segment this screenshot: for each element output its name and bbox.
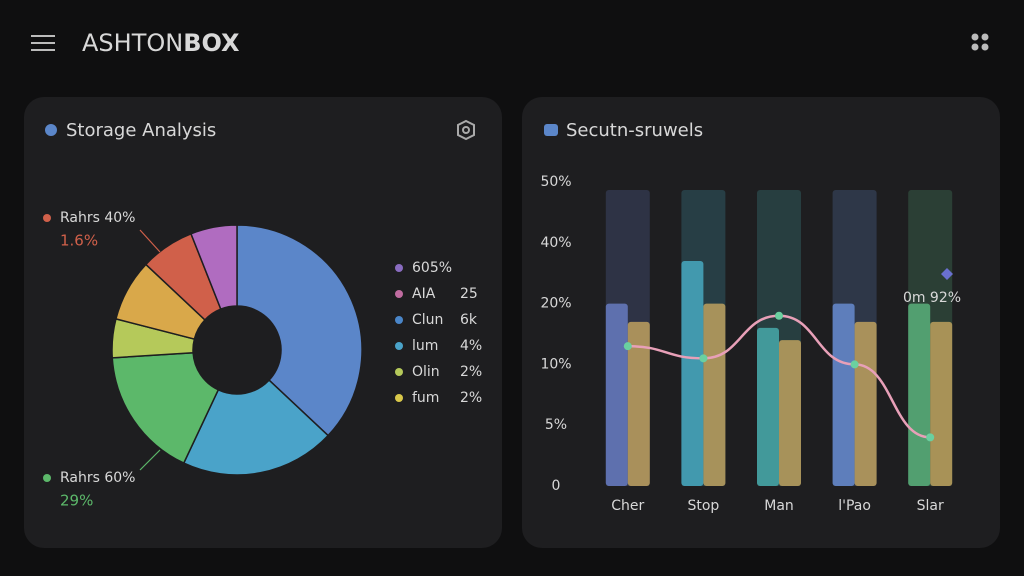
bar (703, 303, 726, 486)
bar (930, 321, 953, 486)
annotation-label: Rahrs 40% (60, 210, 136, 226)
pie-slice (111, 351, 220, 465)
bar (832, 303, 855, 486)
x-tick-label: Man (764, 498, 794, 514)
bar (681, 261, 704, 486)
dot (981, 43, 989, 51)
panel (24, 97, 502, 548)
bar (854, 321, 877, 486)
legend-label: 605% (412, 260, 452, 276)
bar (779, 340, 801, 486)
legend-label: fum (412, 390, 439, 406)
line-point (699, 354, 708, 363)
brand: ASHTONBOX (82, 29, 240, 57)
y-tick-label: 0 (552, 478, 561, 494)
line-point (775, 311, 783, 320)
settings-button[interactable] (457, 119, 475, 141)
legend-label: Clun (412, 312, 443, 328)
legend-value: 2% (460, 364, 482, 380)
annotation-dot (43, 474, 51, 482)
bar (605, 303, 628, 486)
legend-swatch (395, 264, 403, 272)
x-tick-label: l'Pao (838, 498, 871, 514)
brand-light: ASHTON (82, 29, 183, 57)
legend-value: 6k (460, 312, 478, 328)
annotation-label: Rahrs 60% (60, 470, 136, 486)
legend-swatch (395, 316, 403, 324)
brand-bold: BOX (183, 29, 240, 57)
apps-button[interactable] (971, 33, 989, 51)
legend-label: lum (412, 338, 438, 354)
legend-value: 2% (460, 390, 482, 406)
x-tick-label: Cher (611, 498, 644, 514)
y-tick-label: 50% (540, 174, 571, 190)
bar (627, 321, 650, 486)
annotation-value: 1.6% (60, 232, 98, 250)
annotation: 0m 92% (903, 290, 961, 306)
gear (457, 119, 475, 141)
annotation-value: 29% (60, 492, 93, 510)
legend-label: AIA (412, 286, 436, 302)
line-point (623, 342, 632, 351)
legend-value: 4% (460, 338, 482, 354)
dot (971, 33, 979, 41)
panel-title: Storage Analysis (66, 120, 216, 141)
gear-hole (462, 126, 470, 134)
y-tick-label: 5% (545, 417, 567, 433)
line-point (926, 433, 935, 442)
annotation-dot (43, 214, 51, 222)
x-tick-label: Slar (917, 498, 944, 514)
y-tick-label: 20% (540, 296, 571, 312)
dot (981, 33, 989, 41)
line-point (850, 360, 859, 369)
pie-slice (236, 224, 363, 437)
legend-swatch (395, 368, 403, 376)
bar (908, 303, 931, 486)
line (627, 314, 931, 439)
menu-button[interactable] (31, 35, 55, 51)
legend-swatch (395, 394, 403, 402)
annotation-marker (941, 268, 953, 280)
title-icon (544, 124, 558, 136)
legend-label: Olin (412, 364, 440, 380)
legend-value: 25 (460, 286, 478, 302)
legend-swatch (395, 290, 403, 298)
y-tick-label: 10% (540, 356, 571, 372)
legend-swatch (395, 342, 403, 350)
leader-line (139, 229, 161, 253)
pie-slice (190, 224, 238, 311)
dot (971, 43, 979, 51)
leader-line (139, 449, 161, 471)
panel-title: Secutn-sruwels (566, 120, 703, 141)
x-tick-label: Stop (687, 498, 719, 514)
y-tick-label: 40% (540, 235, 571, 251)
pie-slice (182, 379, 330, 476)
title-dot (45, 124, 57, 136)
bar (757, 327, 779, 486)
